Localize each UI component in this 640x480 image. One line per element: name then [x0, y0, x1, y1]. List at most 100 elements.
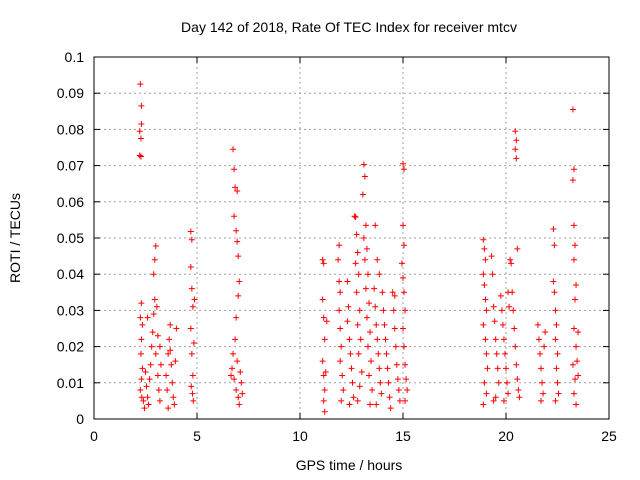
data-point — [191, 296, 198, 303]
data-point — [319, 358, 326, 365]
x-tick-label: 15 — [395, 428, 411, 444]
data-point — [353, 231, 360, 238]
y-tick-label: 0.05 — [57, 230, 84, 246]
data-point — [372, 222, 379, 229]
data-point — [535, 336, 542, 343]
y-tick-label: 0 — [76, 411, 84, 427]
data-point — [138, 376, 145, 383]
data-point — [542, 329, 549, 336]
data-point — [354, 321, 361, 328]
data-point — [514, 376, 521, 383]
data-point — [492, 336, 499, 343]
data-point — [173, 325, 180, 332]
data-point — [389, 289, 396, 296]
data-point — [189, 390, 196, 397]
data-point — [233, 314, 240, 321]
data-point — [384, 365, 391, 372]
axis-ticks — [93, 56, 610, 420]
data-point — [551, 242, 558, 249]
data-point — [336, 242, 343, 249]
data-point — [382, 336, 389, 343]
data-point — [401, 166, 408, 173]
data-point — [356, 383, 363, 390]
data-point — [490, 303, 497, 310]
data-point — [338, 343, 345, 350]
data-point — [187, 228, 194, 235]
data-point — [492, 394, 499, 401]
data-point — [572, 376, 579, 383]
data-point — [512, 146, 519, 153]
data-point — [366, 300, 373, 307]
data-point — [360, 161, 367, 168]
data-point — [481, 282, 488, 289]
data-point — [390, 307, 397, 314]
data-point — [188, 383, 195, 390]
data-point — [402, 361, 409, 368]
data-point — [374, 256, 381, 263]
data-point — [321, 387, 328, 394]
data-point — [188, 285, 195, 292]
data-point — [189, 303, 196, 310]
data-point — [497, 292, 504, 299]
data-point — [344, 278, 351, 285]
data-point — [322, 368, 329, 375]
data-point — [150, 311, 157, 318]
data-point — [147, 361, 154, 368]
data-point — [493, 350, 500, 357]
data-point — [375, 350, 382, 357]
data-point — [336, 307, 343, 314]
data-point — [570, 390, 577, 397]
data-point — [489, 271, 496, 278]
data-point — [156, 343, 163, 350]
data-point — [235, 394, 242, 401]
y-tick-label: 0.03 — [57, 302, 84, 318]
data-point — [366, 372, 373, 379]
data-point — [392, 343, 399, 350]
x-tick-label: 25 — [601, 428, 617, 444]
data-point — [338, 397, 345, 404]
y-tick-label: 0.06 — [57, 194, 84, 210]
data-point — [361, 173, 368, 180]
data-point — [534, 321, 541, 328]
data-point — [383, 350, 390, 357]
data-point — [357, 336, 364, 343]
data-point — [188, 236, 195, 243]
data-point — [367, 329, 374, 336]
data-point — [515, 387, 522, 394]
data-point — [495, 379, 502, 386]
data-point — [373, 321, 380, 328]
data-point — [356, 307, 363, 314]
data-point — [400, 274, 406, 281]
data-point — [154, 372, 161, 379]
data-point — [374, 336, 381, 343]
data-point — [233, 227, 240, 234]
data-point — [514, 245, 521, 252]
data-point — [364, 271, 371, 278]
x-tick-label: 20 — [498, 428, 514, 444]
data-point — [513, 361, 520, 368]
data-point — [320, 397, 327, 404]
data-point — [376, 271, 383, 278]
data-point — [371, 285, 378, 292]
data-point — [391, 325, 398, 332]
data-point — [512, 128, 519, 135]
data-point — [348, 365, 355, 372]
y-tick-labels: 0 0.01 0.02 0.03 0.04 0.05 0.06 0.07 0.08 0.09 0.1 — [57, 49, 84, 427]
data-point — [350, 394, 357, 401]
data-point — [404, 387, 411, 394]
data-point — [169, 379, 176, 386]
data-point — [168, 361, 175, 368]
data-point — [236, 401, 243, 408]
data-point — [154, 332, 161, 339]
data-point — [574, 358, 581, 365]
data-point — [150, 271, 157, 278]
data-point — [137, 153, 144, 160]
data-point — [234, 358, 241, 365]
data-point — [339, 372, 346, 379]
data-point — [138, 102, 145, 109]
data-point — [569, 177, 576, 184]
data-point — [229, 365, 236, 372]
data-point — [340, 387, 347, 394]
data-point — [554, 379, 561, 386]
data-point — [189, 372, 196, 379]
